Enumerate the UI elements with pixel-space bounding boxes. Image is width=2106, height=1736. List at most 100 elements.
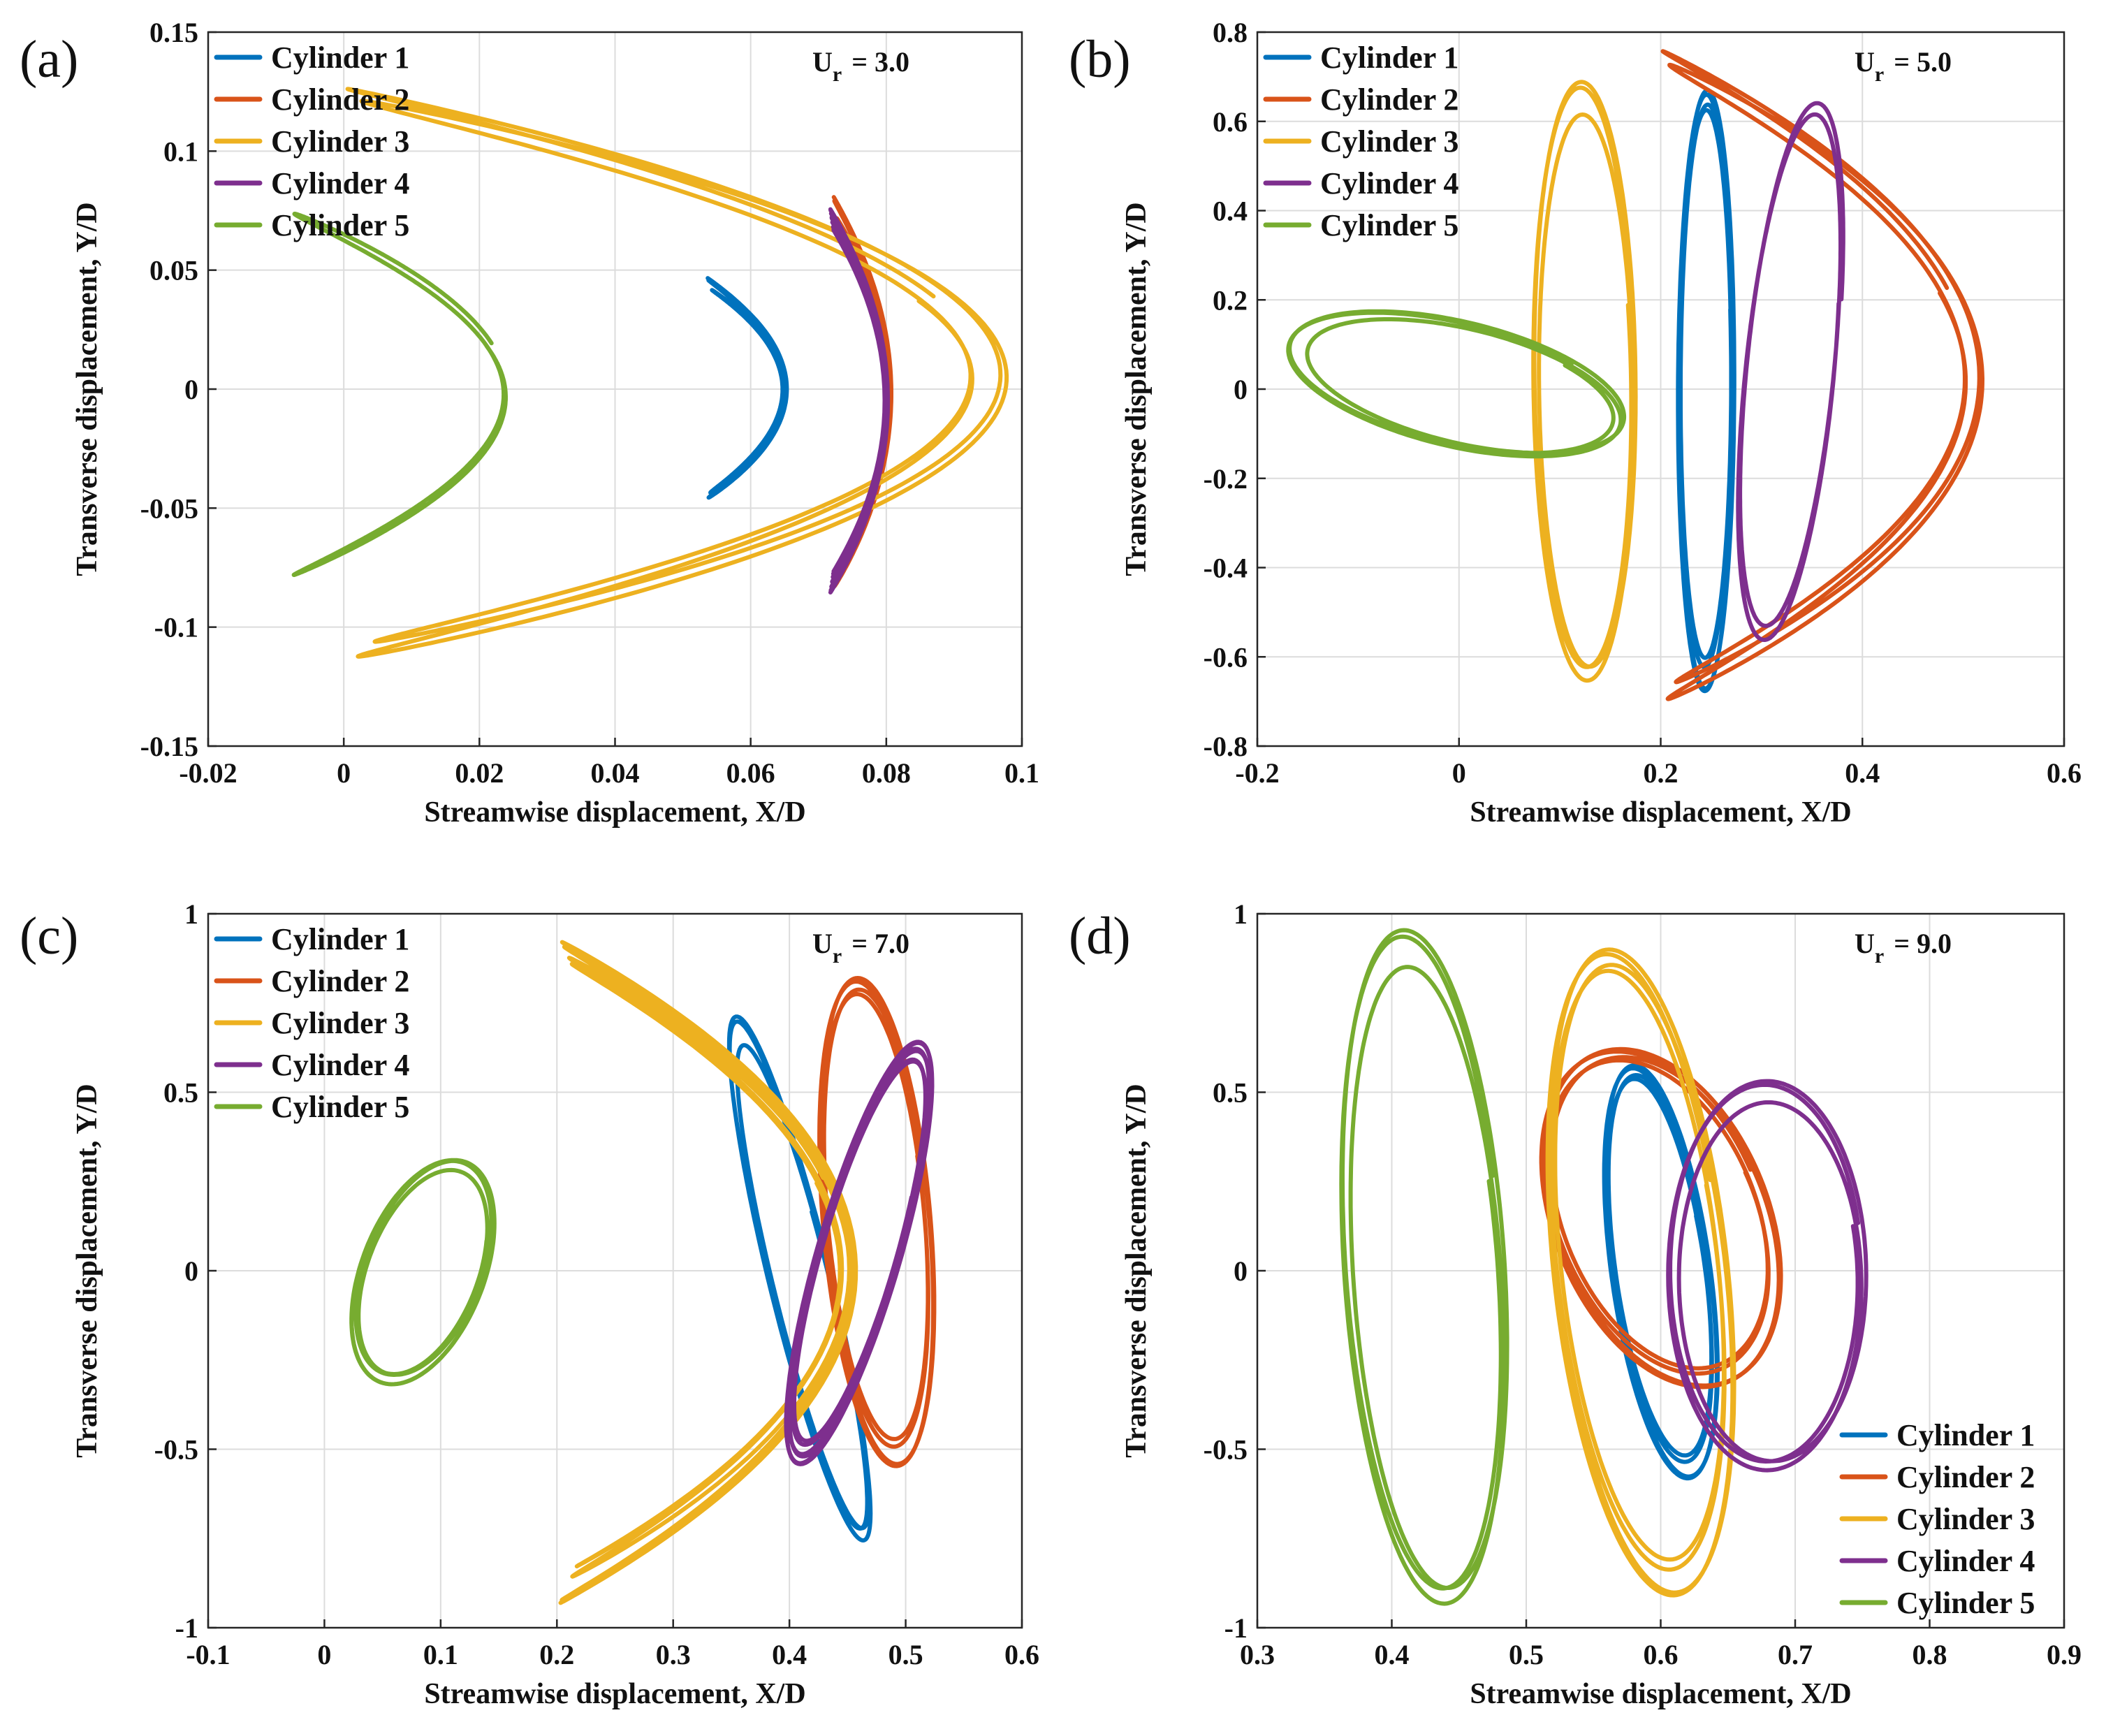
- x-tick-label: 0.2: [539, 1639, 574, 1670]
- trajectory-cylinder-3: [558, 940, 858, 1605]
- legend-entry-cylinder-5: Cylinder 5: [271, 208, 409, 242]
- y-tick-label: -1: [1224, 1612, 1248, 1644]
- x-tick-label: 0.7: [1778, 1639, 1813, 1670]
- legend-entry-cylinder-5: Cylinder 5: [271, 1090, 409, 1124]
- panel-label: (c): [20, 907, 78, 965]
- trajectory-cylinder-4: [1666, 1079, 1869, 1473]
- x-tick-label: 0.2: [1644, 757, 1679, 789]
- y-tick-label: -0.1: [154, 612, 198, 643]
- legend-entry-cylinder-3: Cylinder 3: [271, 1006, 409, 1040]
- y-tick-label: 0: [184, 374, 198, 405]
- legend-entry-cylinder-3: Cylinder 3: [271, 124, 409, 159]
- x-tick-label: -0.02: [179, 757, 237, 789]
- y-tick-label: 1: [1234, 898, 1248, 930]
- legend-entry-cylinder-2: Cylinder 2: [271, 82, 409, 117]
- y-tick-label: 0.6: [1213, 106, 1248, 138]
- legend-entry-cylinder-1: Cylinder 1: [1320, 41, 1458, 75]
- x-tick-label: -0.2: [1235, 757, 1279, 789]
- y-tick-label: 0.5: [1213, 1077, 1248, 1109]
- x-tick-label: 0.1: [1004, 757, 1039, 789]
- y-tick-label: -1: [175, 1612, 198, 1644]
- trajectory-cylinder-2: [1660, 49, 1984, 701]
- reduced-velocity-annotation: Ur = 7.0: [812, 928, 909, 968]
- x-tick-label: 0.04: [591, 757, 640, 789]
- trajectory-cylinder-1: [726, 1014, 873, 1542]
- legend-entry-cylinder-2: Cylinder 2: [271, 964, 409, 998]
- panel-c: (c) -0.1 0 0.1 0.2 0.3 0.4 0.5 0.6 -1 -0.5 0 0.5 1 Str…: [20, 898, 1039, 1710]
- reduced-velocity-annotation: Ur = 3.0: [812, 46, 909, 86]
- legend-entry-cylinder-4: Cylinder 4: [1320, 166, 1458, 200]
- x-tick-label: 0.08: [862, 757, 911, 789]
- trajectory-cylinder-1: [705, 276, 789, 500]
- y-tick-label: -0.15: [140, 731, 198, 762]
- panel-label: (b): [1069, 30, 1131, 89]
- x-axis-label: Streamwise displacement, X/D: [424, 796, 805, 829]
- legend-entry-cylinder-1: Cylinder 1: [271, 41, 409, 75]
- y-tick-label: -0.4: [1204, 553, 1248, 584]
- x-tick-label: 0.9: [2047, 1639, 2082, 1670]
- x-tick-label: 0.1: [423, 1639, 458, 1670]
- panel-b: (b) -0.2 0 0.2 0.4 0.6 -0.8 -0.6 -0.4 -0.2 0 0.2 0.4…: [1069, 17, 2082, 829]
- x-tick-label: 0: [317, 1639, 331, 1670]
- trajectory-cylinder-4: [784, 1040, 935, 1466]
- y-tick-label: -0.5: [154, 1434, 198, 1466]
- legend-entry-cylinder-1: Cylinder 1: [271, 922, 409, 956]
- x-axis-label: Streamwise displacement, X/D: [424, 1678, 805, 1710]
- x-tick-label: 0.02: [455, 757, 504, 789]
- y-tick-label: -0.2: [1204, 463, 1248, 495]
- trajectory-cylinder-1: [1676, 88, 1736, 694]
- x-tick-label: 0.4: [1845, 757, 1880, 789]
- x-tick-label: -0.1: [186, 1639, 230, 1670]
- x-tick-label: 0.5: [1509, 1639, 1544, 1670]
- y-tick-label: -0.5: [1204, 1434, 1248, 1466]
- x-axis-label: Streamwise displacement, X/D: [1470, 796, 1851, 829]
- y-tick-label: -0.8: [1204, 731, 1248, 762]
- trajectory-cylinder-3: [345, 87, 1009, 659]
- y-tick-label: 0.05: [149, 255, 198, 286]
- legend-entry-cylinder-1: Cylinder 1: [1896, 1418, 2035, 1452]
- legend-entry-cylinder-3: Cylinder 3: [1896, 1502, 2035, 1536]
- trajectories: [291, 87, 1009, 659]
- legend-entry-cylinder-4: Cylinder 4: [271, 1048, 409, 1082]
- panel-d: (d) 0.3 0.4 0.5 0.6 0.7 0.8 0.9 -1 -0.5 0 0.5 1 Strea…: [1069, 898, 2082, 1710]
- y-axis-label: Transverse displacement, Y/D: [1120, 202, 1153, 576]
- x-tick-label: 0.3: [1240, 1639, 1275, 1670]
- legend-entry-cylinder-3: Cylinder 3: [1320, 124, 1458, 159]
- x-tick-label: 0.06: [726, 757, 775, 789]
- y-tick-label: 0.4: [1213, 196, 1248, 227]
- y-tick-label: 0: [1234, 1255, 1248, 1287]
- x-tick-label: 0.4: [1375, 1639, 1410, 1670]
- y-tick-label: 0: [1234, 374, 1248, 405]
- x-tick-label: 0: [1452, 757, 1466, 789]
- legend-entry-cylinder-5: Cylinder 5: [1896, 1586, 2035, 1620]
- y-axis-label: Transverse displacement, Y/D: [71, 1084, 103, 1457]
- x-tick-label: 0.5: [889, 1639, 923, 1670]
- x-tick-label: 0.6: [1004, 1639, 1039, 1670]
- y-tick-label: -0.05: [140, 493, 198, 524]
- x-tick-label: 0: [337, 757, 351, 789]
- panel-label: (a): [20, 30, 78, 89]
- legend: Cylinder 1 Cylinder 2 Cylinder 3 Cylinder 4…: [1839, 1418, 2035, 1620]
- trajectory-cylinder-4: [828, 207, 891, 595]
- y-tick-label: 1: [184, 898, 198, 930]
- reduced-velocity-annotation: Ur = 9.0: [1855, 928, 1952, 968]
- y-tick-label: 0: [184, 1255, 198, 1287]
- y-tick-label: 0.2: [1213, 284, 1248, 316]
- panel-a: (a) -0.02 0 0.02 0.04 0.06 0.08 0.1 -0.15 -0.1 -0.…: [20, 17, 1039, 829]
- trajectory-cylinder-3: [1531, 80, 1638, 683]
- legend: Cylinder 1 Cylinder 2 Cylinder 3 Cylinder 4…: [214, 922, 409, 1124]
- x-tick-label: 0.6: [2047, 757, 2082, 789]
- trajectories: [1339, 928, 1869, 1606]
- x-tick-label: 0.4: [772, 1639, 807, 1670]
- y-axis-label: Transverse displacement, Y/D: [71, 202, 103, 576]
- trajectory-cylinder-1: [1602, 1063, 1720, 1481]
- trajectories: [349, 940, 937, 1605]
- legend-entry-cylinder-4: Cylinder 4: [271, 166, 409, 200]
- trajectory-cylinder-5: [1339, 928, 1509, 1606]
- trajectory-cylinder-5: [291, 212, 508, 577]
- trajectory-cylinder-4: [1736, 101, 1845, 642]
- trajectories: [1286, 49, 1984, 701]
- trajectory-cylinder-5: [1286, 309, 1627, 459]
- legend: Cylinder 1 Cylinder 2 Cylinder 3 Cylinder 4…: [214, 41, 409, 242]
